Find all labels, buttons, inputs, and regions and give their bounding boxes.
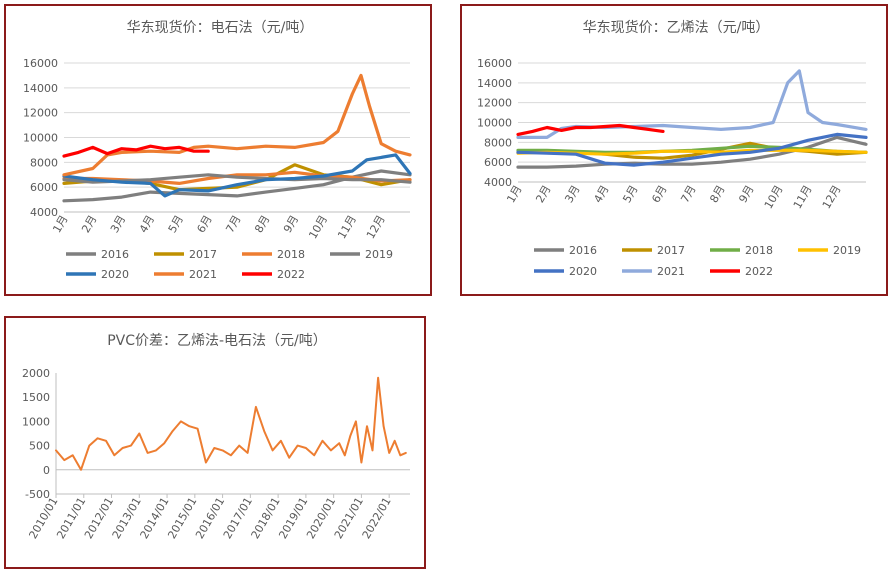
chart-panel-carbide: 华东现货价：电石法（元/吨） 4000 6000 8000 10000 12000 1400… bbox=[4, 4, 432, 296]
y-tick-label: 500 bbox=[29, 440, 50, 453]
legend-label: 2018 bbox=[277, 248, 305, 261]
x-tick-label: 9月 bbox=[281, 213, 301, 235]
y-tick-label: 8000 bbox=[30, 156, 58, 169]
y-tick-label: 12000 bbox=[23, 107, 58, 120]
x-tick-label: 8月 bbox=[252, 213, 272, 235]
y-tick-label: -500 bbox=[25, 488, 50, 501]
legend-label: 2018 bbox=[745, 244, 773, 257]
chart-spread: PVC价差：乙烯法-电石法（元/吨）-500050010001500200020… bbox=[22, 333, 410, 541]
legend-label: 2021 bbox=[189, 268, 217, 281]
legend-label: 2017 bbox=[189, 248, 217, 261]
chart-title: 华东现货价：电石法（元/吨） bbox=[127, 19, 314, 36]
y-tick-label: 2000 bbox=[22, 367, 50, 380]
y-tick-label: 6000 bbox=[484, 156, 512, 169]
series-line-2021 bbox=[62, 73, 412, 177]
x-tick-label: 11月 bbox=[791, 183, 815, 211]
y-tick-label: 16000 bbox=[23, 57, 58, 70]
y-tick-label: 8000 bbox=[484, 136, 512, 149]
legend-label: 2020 bbox=[101, 268, 129, 281]
y-tick-label: 12000 bbox=[477, 97, 512, 110]
chart-title: PVC价差：乙烯法-电石法（元/吨） bbox=[107, 333, 327, 349]
legend-label: 2016 bbox=[569, 244, 597, 257]
x-tick-label: 7月 bbox=[223, 213, 243, 235]
series-line-2020 bbox=[516, 132, 868, 167]
legend-label: 2021 bbox=[657, 265, 685, 278]
legend-label: 2019 bbox=[365, 248, 393, 261]
x-tick-label: 8月 bbox=[707, 183, 727, 205]
series-line-2020 bbox=[62, 153, 412, 198]
y-tick-label: 10000 bbox=[477, 117, 512, 130]
y-tick-label: 10000 bbox=[23, 132, 58, 145]
y-tick-label: 16000 bbox=[477, 57, 512, 70]
x-tick-label: 5月 bbox=[166, 213, 186, 235]
legend-label: 2016 bbox=[101, 248, 129, 261]
x-tick-label: 10月 bbox=[306, 213, 330, 241]
x-tick-label: 4月 bbox=[591, 183, 611, 205]
y-tick-label: 14000 bbox=[477, 77, 512, 90]
x-tick-label: 2月 bbox=[79, 213, 99, 235]
series-line-2022 bbox=[62, 144, 210, 158]
legend-label: 2022 bbox=[277, 268, 305, 281]
chart-ethylene: 华东现货价：乙烯法（元/吨） 4000 6000 8000 10000 12000 1400… bbox=[477, 19, 868, 278]
series-line-spread bbox=[55, 376, 407, 471]
x-tick-label: 7月 bbox=[678, 183, 698, 205]
legend-label: 2019 bbox=[833, 244, 861, 257]
x-tick-label: 12月 bbox=[820, 183, 844, 211]
y-tick-label: 6000 bbox=[30, 181, 58, 194]
y-tick-label: 4000 bbox=[30, 206, 58, 219]
x-tick-label: 4月 bbox=[137, 213, 157, 235]
y-tick-label: 1500 bbox=[22, 391, 50, 404]
legend-label: 2020 bbox=[569, 265, 597, 278]
x-tick-label: 11月 bbox=[335, 213, 359, 241]
chart-carbide: 华东现货价：电石法（元/吨） 4000 6000 8000 10000 12000 1400… bbox=[23, 19, 412, 281]
y-tick-label: 14000 bbox=[23, 82, 58, 95]
chart-panel-spread: PVC价差：乙烯法-电石法（元/吨） -500 0 500 1000 1500 2000 20… bbox=[4, 316, 426, 569]
y-tick-label: 0 bbox=[43, 464, 50, 477]
x-tick-label: 5月 bbox=[620, 183, 640, 205]
x-tick-label: 3月 bbox=[562, 183, 582, 205]
series-line-2022 bbox=[516, 123, 665, 136]
x-tick-label: 6月 bbox=[195, 213, 215, 235]
chart-title: 华东现货价：乙烯法（元/吨） bbox=[583, 19, 770, 36]
y-tick-label: 4000 bbox=[484, 176, 512, 189]
y-tick-label: 1000 bbox=[22, 415, 50, 428]
series-line-2016 bbox=[516, 135, 868, 169]
x-tick-label: 12月 bbox=[364, 213, 388, 241]
x-tick-label: 6月 bbox=[649, 183, 669, 205]
legend-label: 2017 bbox=[657, 244, 685, 257]
chart-panel-ethylene: 华东现货价：乙烯法（元/吨） 4000 6000 8000 10000 12000 1400… bbox=[460, 4, 888, 296]
x-tick-label: 2月 bbox=[533, 183, 553, 205]
x-tick-label: 9月 bbox=[736, 183, 756, 205]
x-tick-label: 3月 bbox=[108, 213, 128, 235]
x-tick-label: 10月 bbox=[762, 183, 786, 211]
legend-label: 2022 bbox=[745, 265, 773, 278]
